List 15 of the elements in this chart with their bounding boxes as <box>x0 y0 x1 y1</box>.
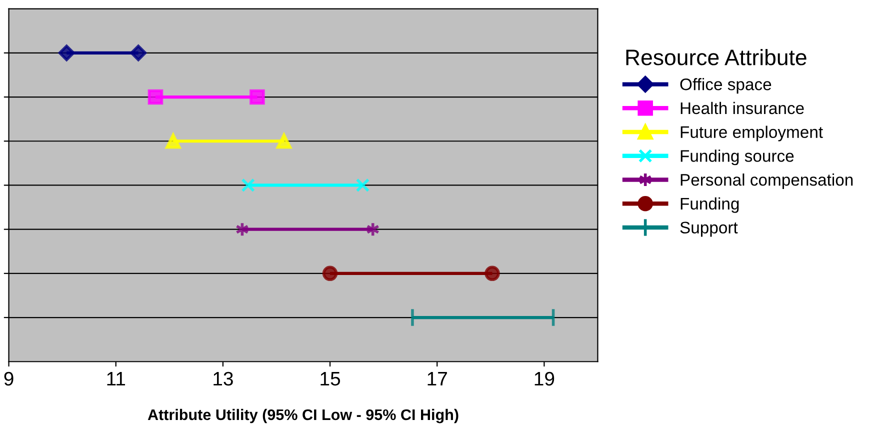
legend-label: Support <box>680 222 738 237</box>
legend-label: Funding <box>680 197 739 213</box>
x-tick-label: 17 <box>428 372 447 386</box>
legend-label: Funding source <box>680 150 794 166</box>
x-axis-title: Attribute Utility (95% CI Low - 95% CI High) <box>148 408 458 424</box>
legend-label: Future employment <box>680 126 823 142</box>
x-tick-label: 13 <box>214 372 233 386</box>
legend-label: Personal compensation <box>680 174 853 190</box>
legend-title: Resource Attribute <box>626 48 806 66</box>
legend-label: Office space <box>680 78 772 94</box>
x-tick-label: 9 <box>4 372 14 386</box>
x-tick-label: 19 <box>534 372 554 386</box>
x-tick-label: 11 <box>107 372 126 386</box>
legend-label: Health insurance <box>680 102 804 114</box>
x-tick-label: 15 <box>320 372 340 386</box>
